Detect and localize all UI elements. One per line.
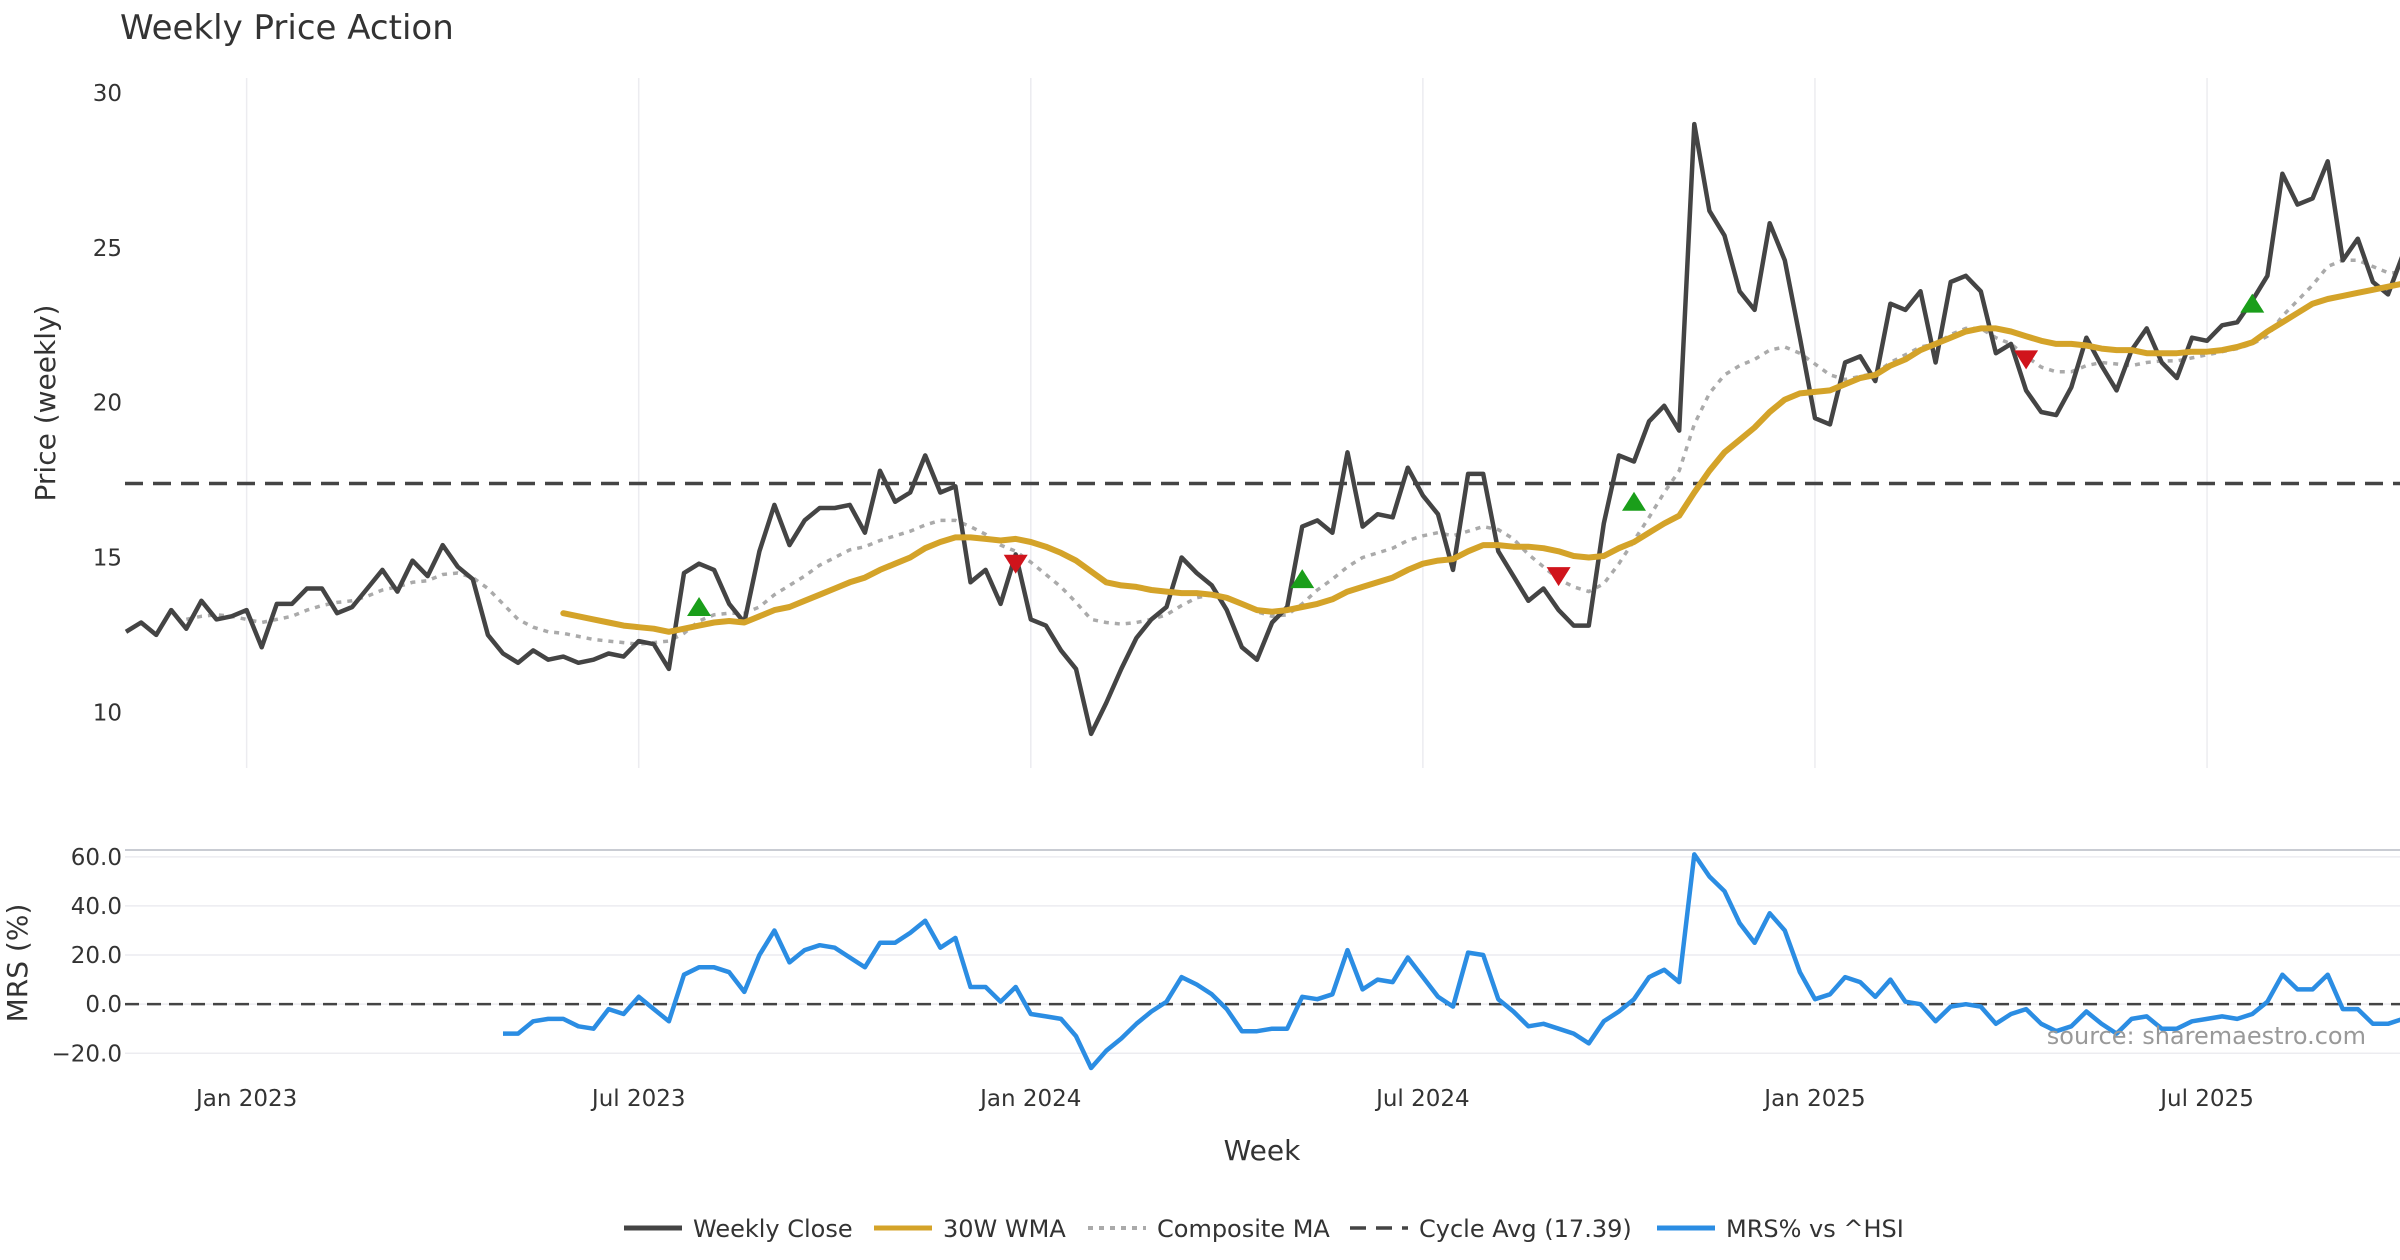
buy-signal-marker <box>1290 569 1315 589</box>
x-tick-label: Jul 2024 <box>1374 1086 1470 1112</box>
wma-30-line <box>560 281 2400 635</box>
x-tick-labels: Jan 2023 Jul 2023 Jan 2024 Jul 2024 Jan 2025… <box>194 1086 2254 1112</box>
chart-title: Weekly Price Action <box>120 8 454 48</box>
legend-label: Composite MA <box>1157 1215 1330 1243</box>
x-tick-label: Jan 2023 <box>194 1086 297 1112</box>
price-y-tick-label: 15 <box>93 546 122 572</box>
price-grid <box>245 78 2208 768</box>
price-y-axis-label: Price (weekly) <box>29 305 62 502</box>
x-axis-label: Week <box>1224 1134 1301 1167</box>
price-y-tick-label: 30 <box>93 81 122 107</box>
series-layer <box>124 121 2400 1071</box>
price-y-tick-label: 20 <box>93 391 122 417</box>
mrs-y-tick-label: 0.0 <box>85 992 122 1018</box>
legend-label: 30W WMA <box>943 1215 1066 1243</box>
sell-signal-marker <box>2014 350 2039 370</box>
x-tick-label: Jan 2025 <box>1762 1086 1865 1112</box>
mrs-line <box>503 852 2400 1071</box>
sell-signal-marker <box>1003 554 1028 574</box>
buy-signal-marker <box>687 597 712 617</box>
price-y-tick-label: 10 <box>93 700 122 726</box>
mrs-y-tick-label: 60.0 <box>71 845 122 871</box>
weekly-close-line <box>124 121 2400 737</box>
composite-ma-line <box>185 258 2400 646</box>
sell-signal-marker <box>1546 567 1571 587</box>
x-tick-label: Jul 2023 <box>590 1086 686 1112</box>
legend-label: Cycle Avg (17.39) <box>1419 1215 1632 1243</box>
buy-signal-marker <box>2240 293 2265 313</box>
signal-markers <box>687 293 2265 617</box>
mrs-y-tick-labels: −20.0 0.0 20.0 40.0 60.0 <box>52 845 122 1067</box>
buy-signal-marker <box>1622 491 1646 511</box>
x-tick-label: Jan 2024 <box>978 1086 1081 1112</box>
x-tick-label: Jul 2025 <box>2158 1086 2254 1112</box>
legend: Weekly Close 30W WMA Composite MA Cycle Avg… <box>624 1215 1904 1243</box>
mrs-y-tick-label: −20.0 <box>52 1041 122 1067</box>
price-y-tick-labels: 10 15 20 25 30 <box>93 81 122 726</box>
mrs-y-tick-label: 40.0 <box>71 894 122 920</box>
legend-label: Weekly Close <box>693 1215 853 1243</box>
price-y-tick-label: 25 <box>93 236 122 262</box>
mrs-y-tick-label: 20.0 <box>71 943 122 969</box>
source-note: source: sharemaestro.com <box>2047 1022 2366 1050</box>
legend-label: MRS% vs ^HSI <box>1726 1215 1904 1243</box>
mrs-y-axis-label: MRS (%) <box>1 904 34 1023</box>
